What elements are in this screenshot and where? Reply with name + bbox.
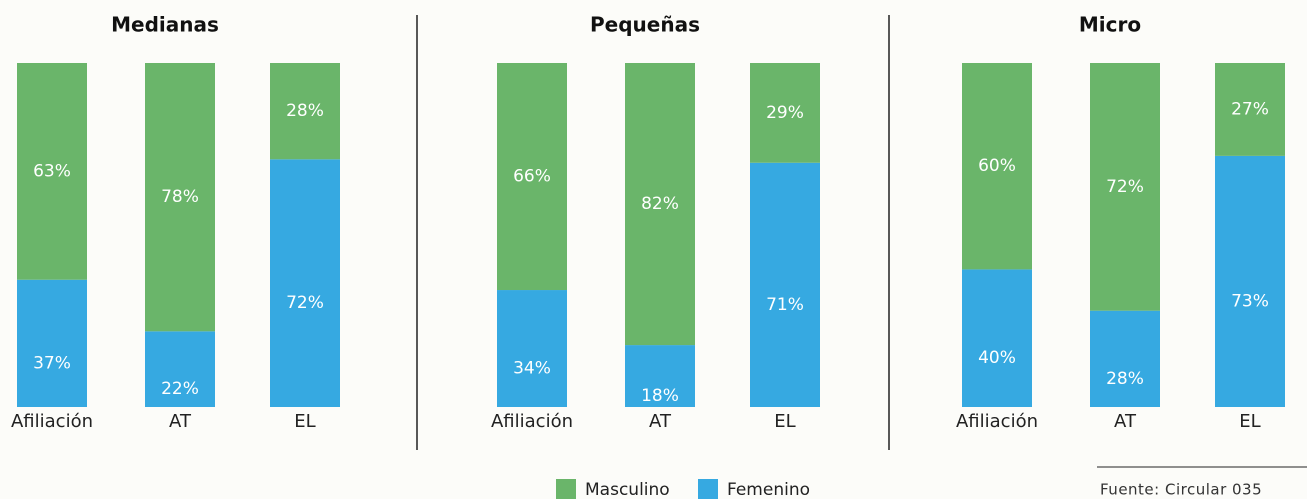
x-tick-label: Afiliación (956, 411, 1038, 432)
bar-segment (625, 345, 695, 407)
value-label: 78% (161, 187, 199, 207)
value-label: 72% (1106, 177, 1144, 197)
bar-segment (962, 63, 1032, 270)
value-label: 40% (978, 348, 1016, 368)
value-label: 27% (1231, 99, 1269, 119)
bar-segment (750, 63, 820, 163)
bar-segment (625, 63, 695, 346)
bar-segment (1215, 155, 1285, 407)
value-label: 28% (286, 101, 324, 121)
panel-title: Pequeñas (590, 13, 700, 37)
value-label: 82% (641, 194, 679, 214)
bar-segment (1090, 310, 1160, 407)
legend-label: Femenino (727, 480, 810, 499)
legend-swatch (556, 479, 576, 499)
value-label: 66% (513, 167, 551, 187)
x-tick-label: Afiliación (11, 411, 93, 432)
panel-title: Micro (1079, 13, 1141, 37)
value-label: 73% (1231, 291, 1269, 311)
value-label: 22% (161, 379, 199, 399)
value-label: 60% (978, 156, 1016, 176)
x-tick-label: AT (169, 411, 192, 432)
value-label: 29% (766, 103, 804, 123)
value-label: 18% (641, 386, 679, 406)
value-label: 63% (33, 161, 71, 181)
bar-segment (270, 63, 340, 160)
x-tick-label: AT (649, 411, 672, 432)
value-label: 28% (1106, 369, 1144, 389)
bar-segment (17, 63, 87, 280)
bar-segment (750, 162, 820, 407)
x-tick-label: EL (1239, 411, 1260, 432)
bar-segment (497, 290, 567, 407)
x-tick-label: Afiliación (491, 411, 573, 432)
bar-segment (270, 159, 340, 407)
legend-label: Masculino (585, 480, 670, 499)
value-label: 34% (513, 359, 551, 379)
bar-segment (1215, 63, 1285, 156)
value-label: 71% (766, 295, 804, 315)
value-label: 37% (33, 353, 71, 373)
bar-segment (145, 331, 215, 407)
panel-title: Medianas (111, 13, 219, 37)
bar-segment (962, 269, 1032, 407)
x-tick-label: AT (1114, 411, 1137, 432)
bar-segment (1090, 63, 1160, 311)
x-tick-label: EL (294, 411, 315, 432)
bar-segment (17, 279, 87, 407)
source: Fuente: Circular 035 (1100, 481, 1262, 499)
x-tick-label: EL (774, 411, 795, 432)
bar-segment (497, 63, 567, 291)
legend-swatch (698, 479, 718, 499)
bar-segment (145, 63, 215, 332)
value-label: 72% (286, 293, 324, 313)
